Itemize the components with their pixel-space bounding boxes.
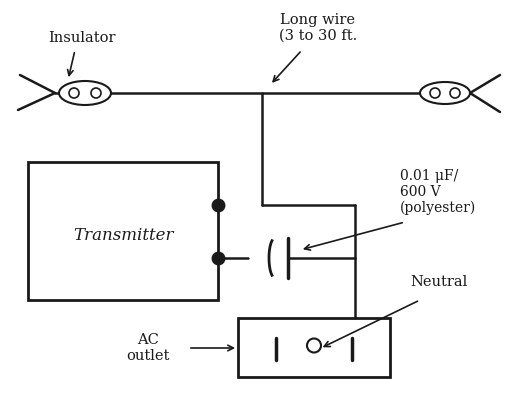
Circle shape (430, 88, 440, 98)
Circle shape (91, 88, 101, 98)
Bar (238, 318, 390, 377)
Text: 0.01 μF/
600 V
(polyester): 0.01 μF/ 600 V (polyester) (400, 168, 476, 216)
Bar (28, 162, 218, 300)
Text: Neutral: Neutral (410, 275, 467, 289)
Circle shape (69, 88, 79, 98)
Ellipse shape (420, 82, 470, 104)
Ellipse shape (59, 81, 111, 105)
Circle shape (450, 88, 460, 98)
Text: Long wire
(3 to 30 ft.: Long wire (3 to 30 ft. (279, 13, 357, 43)
Text: AC
outlet: AC outlet (126, 333, 170, 363)
Text: Transmitter: Transmitter (73, 228, 173, 245)
Text: Insulator: Insulator (48, 31, 116, 45)
Circle shape (307, 339, 321, 353)
